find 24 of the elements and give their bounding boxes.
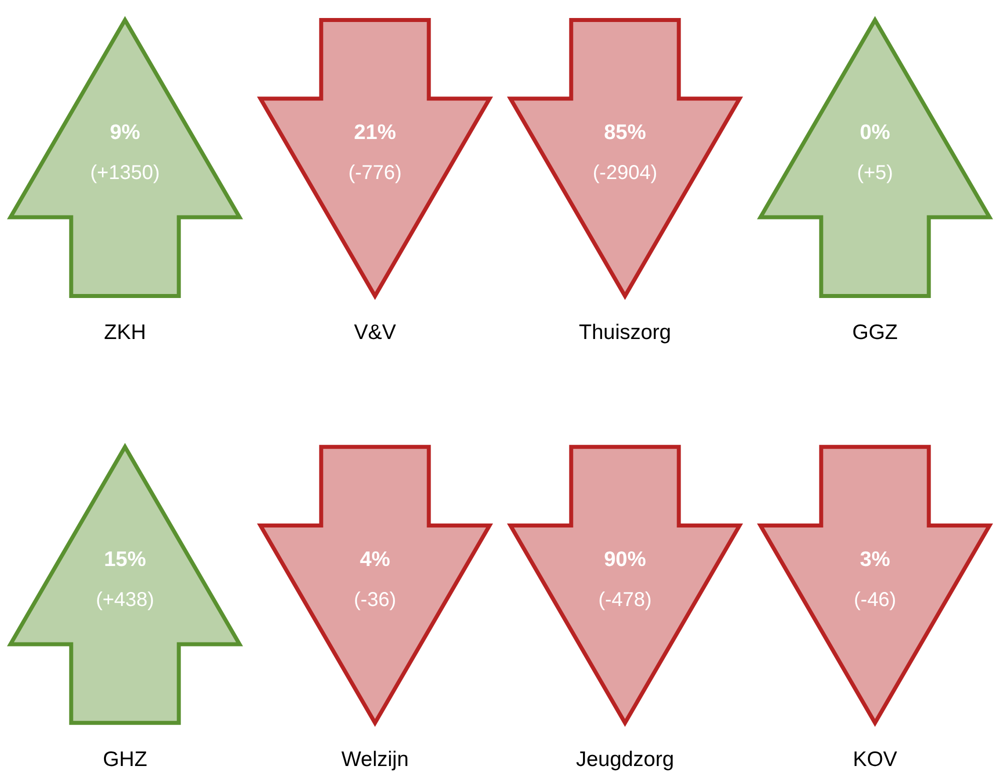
data-label: (-478): [598, 588, 652, 611]
category-label: Thuiszorg: [578, 320, 672, 344]
data-label: (-776): [348, 162, 402, 184]
data-label: 15%: [104, 548, 146, 571]
data-label: 85%: [604, 120, 646, 144]
category-label: GHZ: [102, 748, 148, 771]
category-label: GGZ: [852, 320, 898, 344]
data-label: 21%: [354, 120, 396, 144]
data-label: 0%: [860, 120, 890, 144]
category-label: Jeugdzorg: [576, 748, 674, 771]
category-label: V&V: [354, 320, 396, 344]
category-label: ZKH: [104, 320, 146, 344]
data-label: 9%: [110, 120, 140, 144]
data-label: (-46): [854, 588, 896, 611]
data-label: 4%: [360, 548, 390, 571]
data-label: (+1350): [90, 162, 160, 184]
data-label: (+5): [856, 162, 894, 184]
data-label: (-2904): [592, 162, 658, 184]
data-label: 90%: [604, 548, 646, 571]
data-label: (+438): [96, 588, 154, 611]
category-label: KOV: [852, 748, 898, 771]
data-label: (-36): [354, 588, 396, 611]
category-label: Welzijn: [341, 748, 409, 771]
data-label: 3%: [860, 548, 890, 571]
